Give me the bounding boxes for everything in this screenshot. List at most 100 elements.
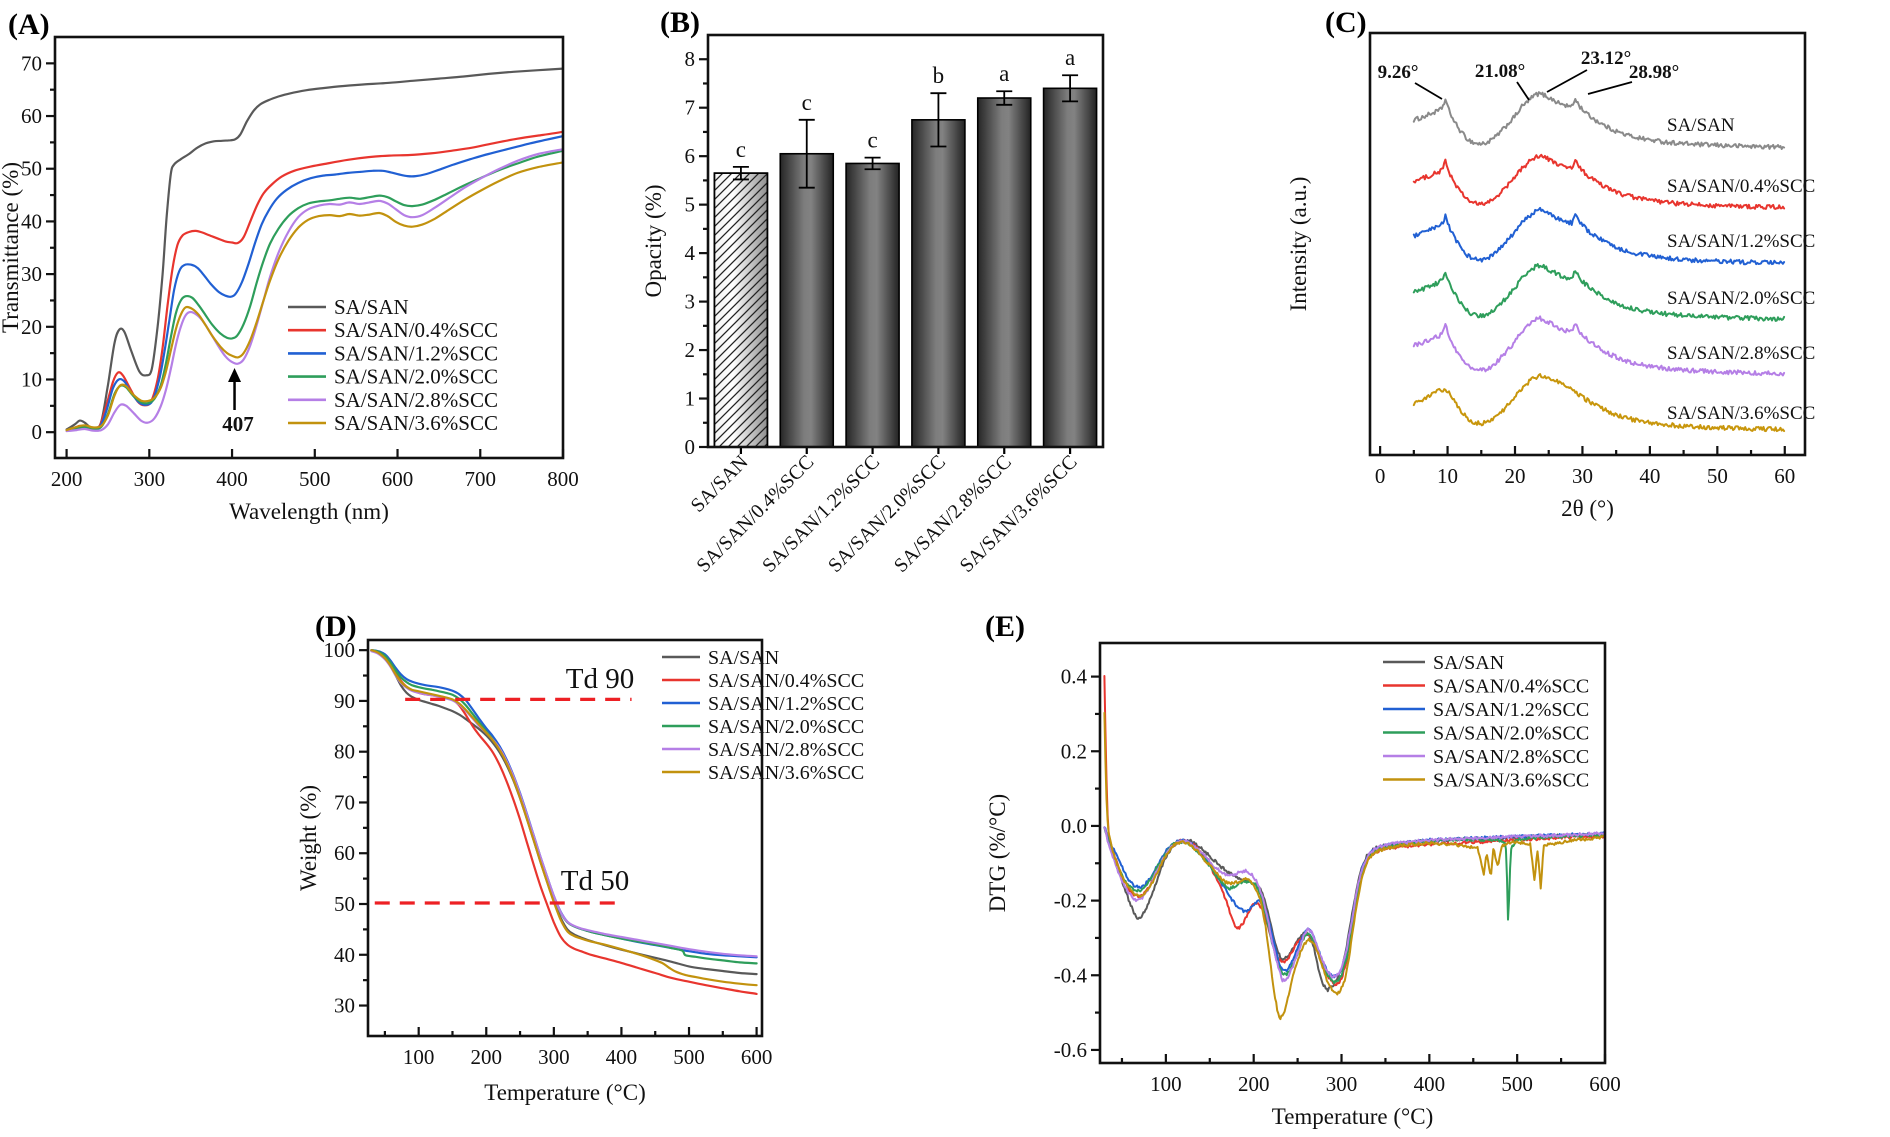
panel-B-opacity: (B) c SA/SAN c SA/SAN/0.4%SCC c SA/SAN/1.2%SC…: [635, 0, 1267, 600]
legend-label: SA/SAN/2.8%SCC: [1433, 746, 1589, 768]
x-tick-label: 200: [471, 1045, 503, 1069]
curve-label: SA/SAN: [1667, 115, 1735, 136]
bar-sa-san-2-8-scc: [976, 97, 1032, 448]
annotation-leader-line: [1587, 81, 1633, 95]
y-axis-title: Weight (%): [296, 785, 321, 891]
x-tick-label: 100: [1150, 1072, 1182, 1096]
bar-category-label: SA/SAN: [687, 451, 753, 517]
y-tick-label: 3: [685, 290, 696, 314]
bar-sa-san-3-6-scc: [1042, 87, 1098, 448]
x-axis-title: Wavelength (nm): [229, 499, 389, 524]
annotation-text: Td 90: [566, 663, 634, 695]
opacity-bar-chart: c SA/SAN c SA/SAN/0.4%SCC c SA/SAN/1.2%SCC b SA…: [641, 33, 1105, 577]
panel-label-A: (A): [8, 8, 50, 41]
y-tick-label: -0.4: [1054, 963, 1088, 987]
legend: SA/SANSA/SAN/0.4%SCCSA/SAN/1.2%SCCSA/SAN…: [288, 295, 498, 435]
annotation-text: 28.98°: [1629, 62, 1679, 83]
y-tick-label: 100: [324, 638, 356, 662]
plot-area-D: [370, 649, 758, 995]
bar-sa-san-0-4-scc: [779, 152, 835, 448]
plot-frame: [1098, 641, 1607, 1065]
x-tick-label: 400: [1414, 1072, 1446, 1096]
y-tick-label: 20: [21, 315, 42, 339]
series-line-sa-san-3-6-scc: [1103, 711, 1605, 1021]
x-tick-label: 400: [606, 1045, 638, 1069]
series-line-sa-san-2-8-scc: [1103, 826, 1605, 983]
series-line-sa-san-2-8-scc: [1412, 315, 1786, 377]
plot-frame: [706, 33, 1105, 449]
legend-label: SA/SAN: [1433, 652, 1504, 674]
annotation-arrow-head: [228, 368, 242, 382]
y-tick-label: 30: [21, 262, 42, 286]
legend-label: SA/SAN/3.6%SCC: [334, 411, 498, 435]
bar-hatch-overlay: [713, 172, 769, 448]
curve-label: SA/SAN/0.4%SCC: [1667, 176, 1815, 197]
series-line-sa-san: [1412, 91, 1786, 150]
y-tick-label: 30: [334, 994, 355, 1018]
legend-label: SA/SAN/0.4%SCC: [708, 670, 864, 692]
legend: SA/SANSA/SAN/0.4%SCCSA/SAN/1.2%SCCSA/SAN…: [662, 647, 864, 784]
xrd-intensity-chart: 9.26° 21.08° 23.12°28.98° 0 10 20 30 40 50 60 2θ (…: [1286, 31, 1815, 521]
x-tick-label: 200: [51, 467, 83, 491]
bar-category-label: SA/SAN/2.8%SCC: [890, 451, 1016, 577]
y-tick-label: -0.6: [1054, 1038, 1087, 1062]
y-tick-label: 60: [334, 841, 355, 865]
significance-letter: c: [867, 128, 877, 153]
y-tick-label: 60: [21, 104, 42, 128]
x-tick-label: 30: [1572, 464, 1593, 488]
legend-label: SA/SAN/0.4%SCC: [334, 318, 498, 342]
legend-label: SA/SAN: [708, 647, 779, 669]
x-tick-label: 600: [1589, 1072, 1621, 1096]
annotation-text: Td 50: [561, 865, 629, 897]
error-bar-sa-san-2-8-scc: [996, 90, 1013, 106]
y-tick-label: -0.2: [1054, 889, 1087, 913]
y-tick-label: 0.0: [1061, 814, 1087, 838]
curve-label: SA/SAN/1.2%SCC: [1667, 231, 1815, 252]
y-tick-label: 6: [685, 144, 696, 168]
curve-label: SA/SAN/2.0%SCC: [1667, 288, 1815, 309]
y-tick-label: 0: [685, 435, 696, 459]
annotation-leader-line: [1546, 69, 1588, 93]
error-bar-sa-san-1-2-scc: [864, 156, 881, 171]
x-tick-label: 0: [1375, 464, 1386, 488]
annotation-text: 21.08°: [1475, 61, 1525, 82]
significance-letter: c: [736, 137, 746, 162]
legend-label: SA/SAN/2.8%SCC: [334, 388, 498, 412]
panel-A-uvvis: (A) 407 200 300 400 500 600 700 800 0 10 20 30 40 50 6…: [0, 0, 632, 545]
significance-letter: b: [933, 63, 945, 88]
x-axis-title: Temperature (°C): [484, 1080, 645, 1105]
error-bar-sa-san: [732, 165, 749, 181]
x-tick-label: 600: [741, 1045, 773, 1069]
y-axis-title: Intensity (a.u.): [1286, 177, 1311, 312]
panel-label-E: (E): [985, 610, 1025, 643]
error-bar-sa-san-3-6-scc: [1062, 74, 1079, 103]
axis-ticks: [699, 58, 708, 449]
plot-frame: [1368, 31, 1807, 457]
x-tick-label: 60: [1774, 464, 1795, 488]
x-tick-label: 300: [538, 1045, 570, 1069]
panel-C-xrd: (C) 9.26° 21.08° 23.12° 28.98° 0 10 20 30 40 50 60…: [1270, 0, 1890, 545]
y-axis-title: DTG (%/°C): [985, 794, 1010, 912]
y-tick-label: 70: [334, 790, 355, 814]
legend-label: SA/SAN/2.0%SCC: [334, 365, 498, 389]
axis-ticks: [1091, 675, 1607, 1063]
legend-label: SA/SAN/2.0%SCC: [1433, 723, 1589, 745]
x-tick-label: 500: [673, 1045, 705, 1069]
series-line-sa-san-0-4-scc: [65, 130, 563, 432]
axis-ticks: [46, 62, 565, 458]
plot-area-C: [1412, 91, 1786, 433]
plot-area-A: [65, 67, 563, 433]
series-line-sa-san-1-2-scc: [1412, 206, 1786, 266]
plot-area-E: [1103, 675, 1605, 1021]
plot-frame: [366, 638, 764, 1038]
y-tick-label: 7: [685, 96, 696, 120]
bar-category-label: SA/SAN/3.6%SCC: [956, 451, 1082, 577]
series-line-sa-san-2-0-scc: [1412, 263, 1786, 322]
y-axis-title: Opacity (%): [641, 184, 666, 297]
curve-label: SA/SAN/3.6%SCC: [1667, 403, 1815, 424]
x-tick-label: 400: [216, 467, 248, 491]
x-tick-label: 300: [1326, 1072, 1358, 1096]
significance-letter: a: [999, 61, 1009, 86]
legend-label: SA/SAN/3.6%SCC: [708, 762, 864, 784]
error-bar-sa-san-2-0-scc: [930, 92, 947, 148]
